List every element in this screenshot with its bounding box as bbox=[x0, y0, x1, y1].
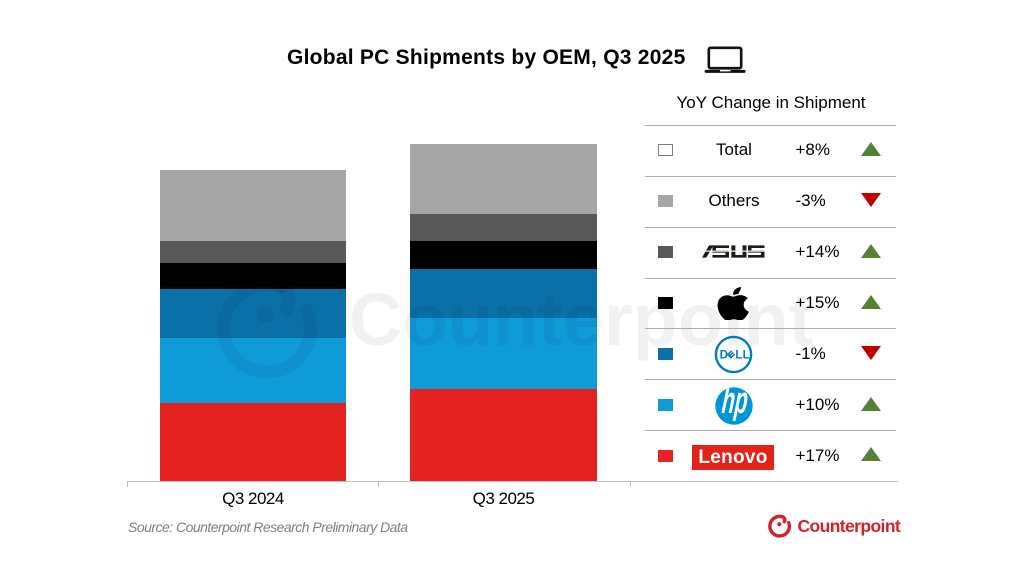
svg-text:hp: hp bbox=[720, 387, 750, 422]
svg-text:D: D bbox=[720, 349, 728, 361]
svg-text:LL: LL bbox=[735, 349, 749, 361]
